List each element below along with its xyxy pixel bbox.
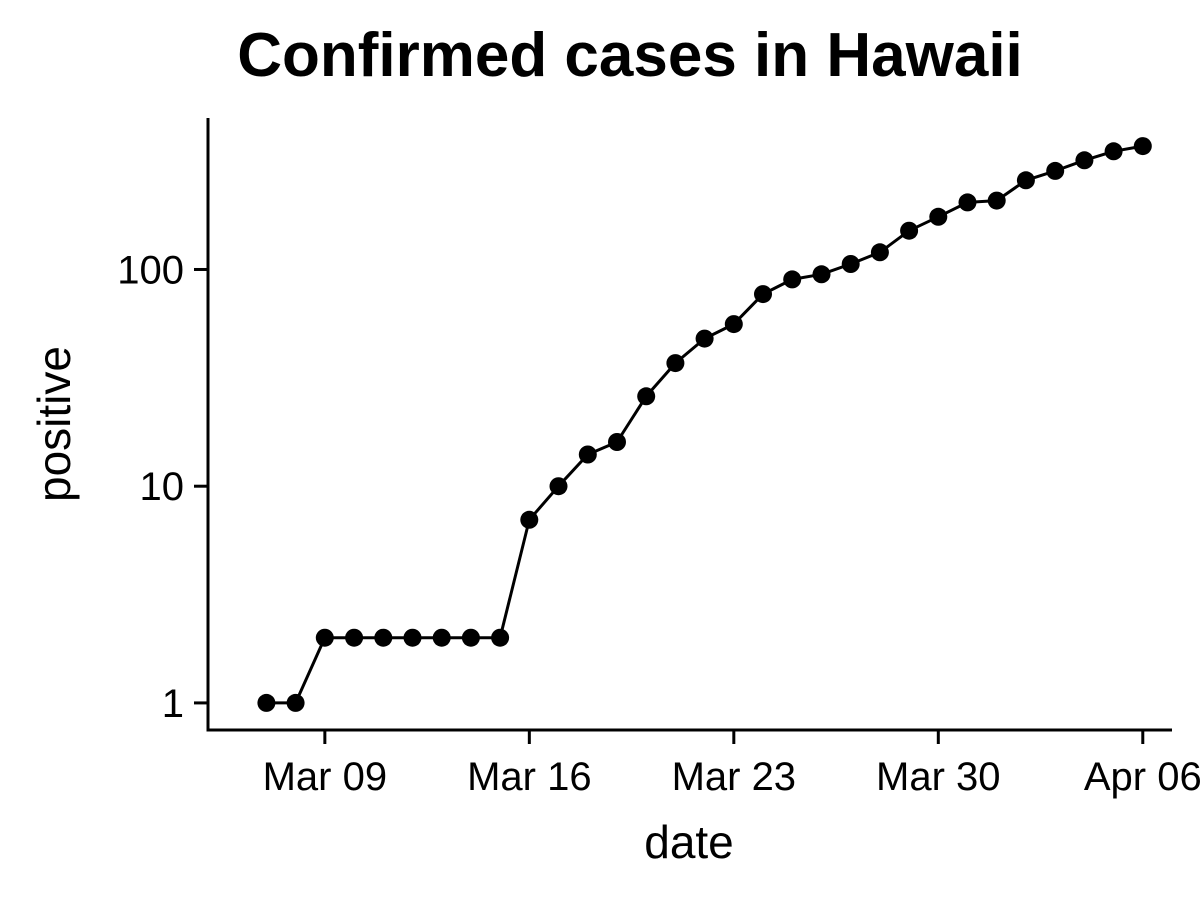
x-axis-label: date <box>644 816 734 868</box>
data-point <box>1104 142 1123 161</box>
data-point <box>783 270 802 289</box>
data-point <box>549 477 568 496</box>
data-point <box>1075 151 1094 170</box>
data-point <box>1046 161 1065 180</box>
series-layer <box>257 137 1152 712</box>
data-point <box>754 285 772 304</box>
data-point <box>461 628 480 647</box>
y-axis-label: positive <box>28 346 80 502</box>
data-point <box>987 191 1006 210</box>
data-point <box>724 315 743 334</box>
data-point <box>432 628 451 647</box>
data-point <box>900 221 919 240</box>
data-point <box>695 329 714 348</box>
x-tick-label: Mar 16 <box>467 755 592 799</box>
data-point <box>257 693 276 712</box>
data-point <box>491 628 510 647</box>
x-tick-label: Apr 06 <box>1084 755 1200 799</box>
data-point <box>520 510 539 529</box>
data-point <box>929 207 948 226</box>
data-point <box>841 255 860 273</box>
y-ticks: 1 10 100 <box>117 248 208 726</box>
y-tick-label: 10 <box>140 465 185 509</box>
data-point <box>666 354 685 373</box>
data-point <box>1133 137 1152 156</box>
y-tick-label: 1 <box>162 682 184 726</box>
data-point <box>578 445 597 464</box>
data-point <box>608 433 626 451</box>
data-point <box>870 243 889 262</box>
axes <box>206 118 1172 732</box>
series-line <box>266 144 1144 705</box>
x-tick-label: Mar 09 <box>263 755 388 799</box>
chart-title: Confirmed cases in Hawaii <box>237 21 1023 90</box>
x-tick-label: Mar 23 <box>672 755 797 799</box>
data-point <box>286 693 305 712</box>
x-ticks: Mar 09 Mar 16 Mar 23 Mar 30 Apr 06 <box>263 730 1200 799</box>
data-point <box>374 628 393 647</box>
y-tick-label: 100 <box>117 248 184 292</box>
data-point <box>1016 171 1035 190</box>
data-point <box>315 628 334 647</box>
data-point <box>403 628 422 647</box>
data-point <box>958 193 977 212</box>
data-point <box>812 265 831 284</box>
x-tick-label: Mar 30 <box>876 755 1001 799</box>
data-point <box>345 628 364 647</box>
data-point <box>637 387 656 406</box>
